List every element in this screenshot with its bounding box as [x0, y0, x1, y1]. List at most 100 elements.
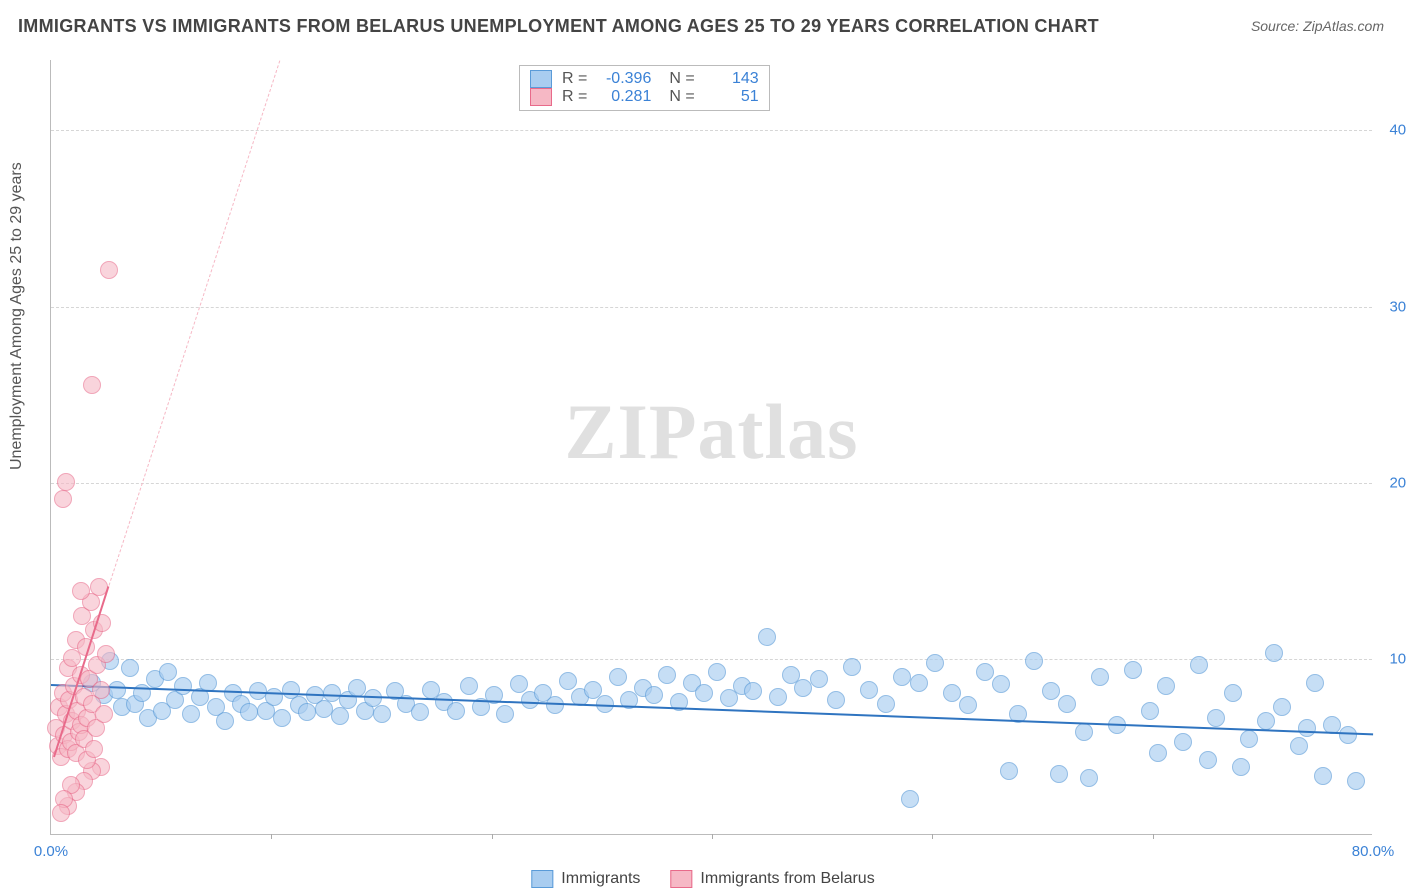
data-point-immigrants: [108, 681, 126, 699]
data-point-immigrants: [645, 686, 663, 704]
data-point-immigrants: [1124, 661, 1142, 679]
x-tick: [712, 834, 713, 839]
x-tick: [492, 834, 493, 839]
data-point-immigrants: [315, 700, 333, 718]
data-point-immigrants: [1273, 698, 1291, 716]
stat-n-label: N =: [669, 70, 694, 88]
data-point-immigrants: [1091, 668, 1109, 686]
y-tick-label: 40.0%: [1380, 122, 1406, 139]
data-point-immigrants: [959, 696, 977, 714]
chart-title: IMMIGRANTS VS IMMIGRANTS FROM BELARUS UN…: [18, 16, 1099, 37]
stats-box: R = -0.396 N = 143 R = 0.281 N = 51: [519, 65, 770, 111]
data-point-immigrants: [1257, 712, 1275, 730]
watermark: ZIPatlas: [564, 387, 858, 477]
stat-n-value: 143: [705, 70, 759, 88]
data-point-immigrants: [1265, 644, 1283, 662]
data-point-immigrants: [769, 688, 787, 706]
data-point-immigrants: [877, 695, 895, 713]
legend-label: Immigrants from Belarus: [700, 870, 874, 888]
gridline: [51, 307, 1372, 308]
chart-container: IMMIGRANTS VS IMMIGRANTS FROM BELARUS UN…: [0, 0, 1406, 892]
data-point-immigrants: [695, 684, 713, 702]
data-point-immigrants: [240, 703, 258, 721]
y-axis-label: Unemployment Among Ages 25 to 29 years: [8, 162, 26, 470]
data-point-immigrants: [1025, 652, 1043, 670]
data-point-belarus: [100, 261, 118, 279]
data-point-immigrants: [1199, 751, 1217, 769]
legend-item-immigrants: Immigrants: [531, 870, 640, 888]
stat-n-label: N =: [669, 88, 694, 106]
chart-source: Source: ZipAtlas.com: [1251, 18, 1384, 34]
data-point-immigrants: [1298, 719, 1316, 737]
data-point-immigrants: [1141, 702, 1159, 720]
data-point-immigrants: [658, 666, 676, 684]
data-point-belarus: [97, 645, 115, 663]
data-point-immigrants: [323, 684, 341, 702]
data-point-immigrants: [1149, 744, 1167, 762]
data-point-immigrants: [1042, 682, 1060, 700]
data-point-immigrants: [348, 679, 366, 697]
data-point-belarus: [85, 740, 103, 758]
stat-r-label: R =: [562, 88, 587, 106]
legend-swatch: [530, 70, 552, 88]
source-name: ZipAtlas.com: [1303, 18, 1384, 34]
stat-n-value: 51: [705, 88, 759, 106]
stats-row-immigrants: R = -0.396 N = 143: [530, 70, 759, 88]
data-point-immigrants: [708, 663, 726, 681]
data-point-immigrants: [1224, 684, 1242, 702]
data-point-immigrants: [496, 705, 514, 723]
data-point-immigrants: [411, 703, 429, 721]
data-point-immigrants: [609, 668, 627, 686]
data-point-immigrants: [1232, 758, 1250, 776]
x-tick-label: 0.0%: [34, 843, 68, 860]
gridline: [51, 483, 1372, 484]
data-point-immigrants: [992, 675, 1010, 693]
legend-swatch: [531, 870, 553, 888]
data-point-immigrants: [510, 675, 528, 693]
data-point-immigrants: [976, 663, 994, 681]
plot-area: ZIPatlas R =-0.396N =143R =0.281N =51 10…: [50, 60, 1372, 835]
y-tick-label: 10.0%: [1380, 650, 1406, 667]
data-point-immigrants: [943, 684, 961, 702]
trend-line-belarus: [108, 60, 280, 585]
stat-r-label: R =: [562, 70, 587, 88]
data-point-belarus: [92, 681, 110, 699]
stat-r-value: 0.281: [597, 88, 651, 106]
data-point-immigrants: [794, 679, 812, 697]
data-point-belarus: [54, 490, 72, 508]
data-point-immigrants: [758, 628, 776, 646]
data-point-immigrants: [810, 670, 828, 688]
data-point-immigrants: [1080, 769, 1098, 787]
y-tick-label: 30.0%: [1380, 298, 1406, 315]
data-point-immigrants: [121, 659, 139, 677]
stat-r-value: -0.396: [597, 70, 651, 88]
x-tick: [932, 834, 933, 839]
data-point-immigrants: [1157, 677, 1175, 695]
data-point-immigrants: [910, 674, 928, 692]
legend: Immigrants Immigrants from Belarus: [531, 870, 874, 888]
data-point-immigrants: [159, 663, 177, 681]
data-point-immigrants: [1174, 733, 1192, 751]
data-point-immigrants: [901, 790, 919, 808]
data-point-belarus: [57, 473, 75, 491]
data-point-belarus: [83, 376, 101, 394]
x-tick: [1153, 834, 1154, 839]
data-point-immigrants: [893, 668, 911, 686]
data-point-immigrants: [1075, 723, 1093, 741]
data-point-immigrants: [1207, 709, 1225, 727]
data-point-immigrants: [1050, 765, 1068, 783]
source-prefix: Source:: [1251, 18, 1303, 34]
data-point-immigrants: [182, 705, 200, 723]
legend-swatch: [530, 88, 552, 106]
data-point-immigrants: [546, 696, 564, 714]
x-tick: [271, 834, 272, 839]
legend-label: Immigrants: [561, 870, 640, 888]
data-point-immigrants: [559, 672, 577, 690]
data-point-immigrants: [860, 681, 878, 699]
legend-swatch: [670, 870, 692, 888]
data-point-immigrants: [1306, 674, 1324, 692]
data-point-immigrants: [174, 677, 192, 695]
data-point-immigrants: [1314, 767, 1332, 785]
data-point-immigrants: [298, 703, 316, 721]
data-point-belarus: [52, 804, 70, 822]
